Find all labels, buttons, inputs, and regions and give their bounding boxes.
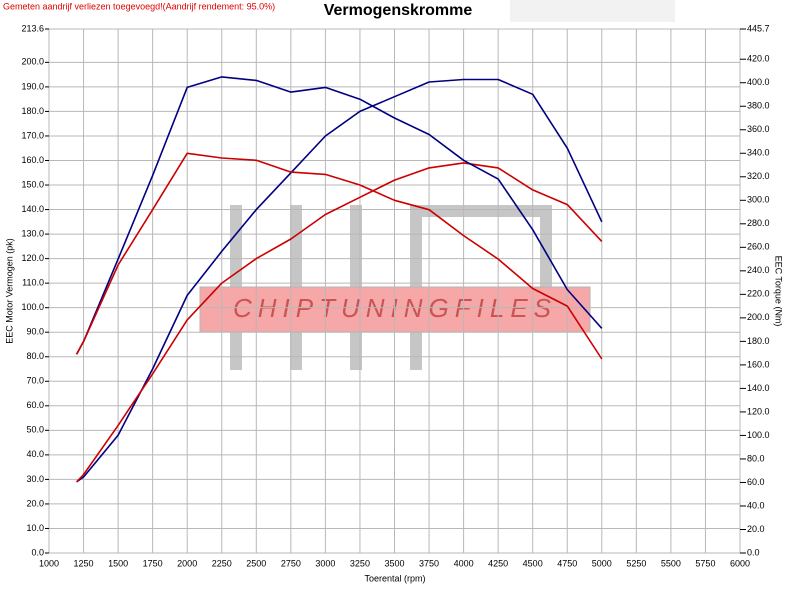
x-tick-label: 2000 <box>177 558 197 568</box>
y-tick-label: 50.0 <box>26 425 44 435</box>
y-tick-label: 80.0 <box>26 351 44 361</box>
y-axis-label: EEC Motor Vermogen (pk) <box>4 238 14 344</box>
y2-tick-label: 60.0 <box>747 477 765 487</box>
y-tick-label: 120.0 <box>21 253 44 263</box>
y2-tick-label: 200.0 <box>747 312 770 322</box>
y2-tick-label: 380.0 <box>747 101 770 111</box>
y-tick-label: 10.0 <box>26 523 44 533</box>
y-tick-label: 40.0 <box>26 449 44 459</box>
x-tick-label: 5250 <box>626 558 646 568</box>
y2-tick-label: 120.0 <box>747 406 770 416</box>
y2-tick-label: 260.0 <box>747 242 770 252</box>
y-tick-label: 180.0 <box>21 106 44 116</box>
x-tick-label: 2750 <box>281 558 301 568</box>
y2-tick-label: 300.0 <box>747 195 770 205</box>
x-tick-label: 1000 <box>39 558 59 568</box>
series-line <box>75 152 603 360</box>
y-tick-label: 70.0 <box>26 376 44 386</box>
note: Gemeten aandrijf verliezen toegevoegd!(A… <box>3 1 275 11</box>
header-box <box>510 0 675 22</box>
x-tick-label: 1250 <box>74 558 94 568</box>
x-tick-label: 6000 <box>730 558 750 568</box>
y2-tick-label: 0.0 <box>747 547 760 557</box>
y2-tick-label: 445.7 <box>747 23 770 33</box>
x-tick-label: 3750 <box>419 558 439 568</box>
x-tick-label: 4500 <box>523 558 543 568</box>
y2-tick-label: 340.0 <box>747 148 770 158</box>
x-tick-label: 4000 <box>454 558 474 568</box>
y-tick-label: 130.0 <box>21 228 44 238</box>
y2-tick-label: 420.0 <box>747 54 770 64</box>
y2-tick-label: 40.0 <box>747 500 765 510</box>
x-tick-label: 3000 <box>315 558 335 568</box>
y-tick-label: 30.0 <box>26 474 44 484</box>
y2-tick-label: 140.0 <box>747 383 770 393</box>
y-tick-label: 110.0 <box>22 278 44 288</box>
x-tick-label: 1750 <box>143 558 163 568</box>
y-tick-label: 190.0 <box>21 81 44 91</box>
y2-tick-label: 240.0 <box>747 265 770 275</box>
y-tick-label: 150.0 <box>21 179 44 189</box>
x-tick-label: 5750 <box>695 558 715 568</box>
y2-tick-label: 100.0 <box>747 430 770 440</box>
x-tick-label: 2500 <box>246 558 266 568</box>
y-tick-label: 60.0 <box>26 400 44 410</box>
x-tick-label: 3500 <box>384 558 404 568</box>
y2-tick-label: 320.0 <box>747 171 770 181</box>
y-tick-label: 20.0 <box>26 498 44 508</box>
y-tick-label: 170.0 <box>21 130 44 140</box>
y2-tick-label: 180.0 <box>747 336 770 346</box>
y2-tick-label: 280.0 <box>747 218 770 228</box>
y2-axis-label: EEC Torque (Nm) <box>774 256 784 327</box>
series-line <box>75 76 603 355</box>
chart-title: Vermogenskromme <box>324 2 473 19</box>
y2-tick-label: 220.0 <box>747 289 770 299</box>
y-tick-label: 100.0 <box>21 302 44 312</box>
x-tick-label: 3250 <box>350 558 370 568</box>
y2-tick-label: 20.0 <box>747 524 765 534</box>
x-tick-label: 4250 <box>488 558 508 568</box>
x-tick-label: 5500 <box>661 558 681 568</box>
y2-tick-label: 160.0 <box>747 359 770 369</box>
y2-tick-label: 400.0 <box>747 77 770 87</box>
y2-tick-label: 360.0 <box>747 124 770 134</box>
y-tick-label: 200.0 <box>21 57 44 67</box>
y-tick-label: 0.0 <box>31 547 44 557</box>
x-tick-label: 5000 <box>592 558 612 568</box>
y2-tick-label: 80.0 <box>747 453 765 463</box>
y-tick-label: 140.0 <box>21 204 44 214</box>
x-axis-label: Toerental (rpm) <box>364 573 425 583</box>
x-tick-label: 1500 <box>108 558 128 568</box>
y-tick-label: 90.0 <box>26 327 44 337</box>
y-tick-label: 160.0 <box>21 155 44 165</box>
y-tick-label: 213.6 <box>21 23 44 33</box>
series-line <box>76 162 603 483</box>
x-tick-label: 2250 <box>212 558 232 568</box>
x-tick-label: 4750 <box>557 558 577 568</box>
